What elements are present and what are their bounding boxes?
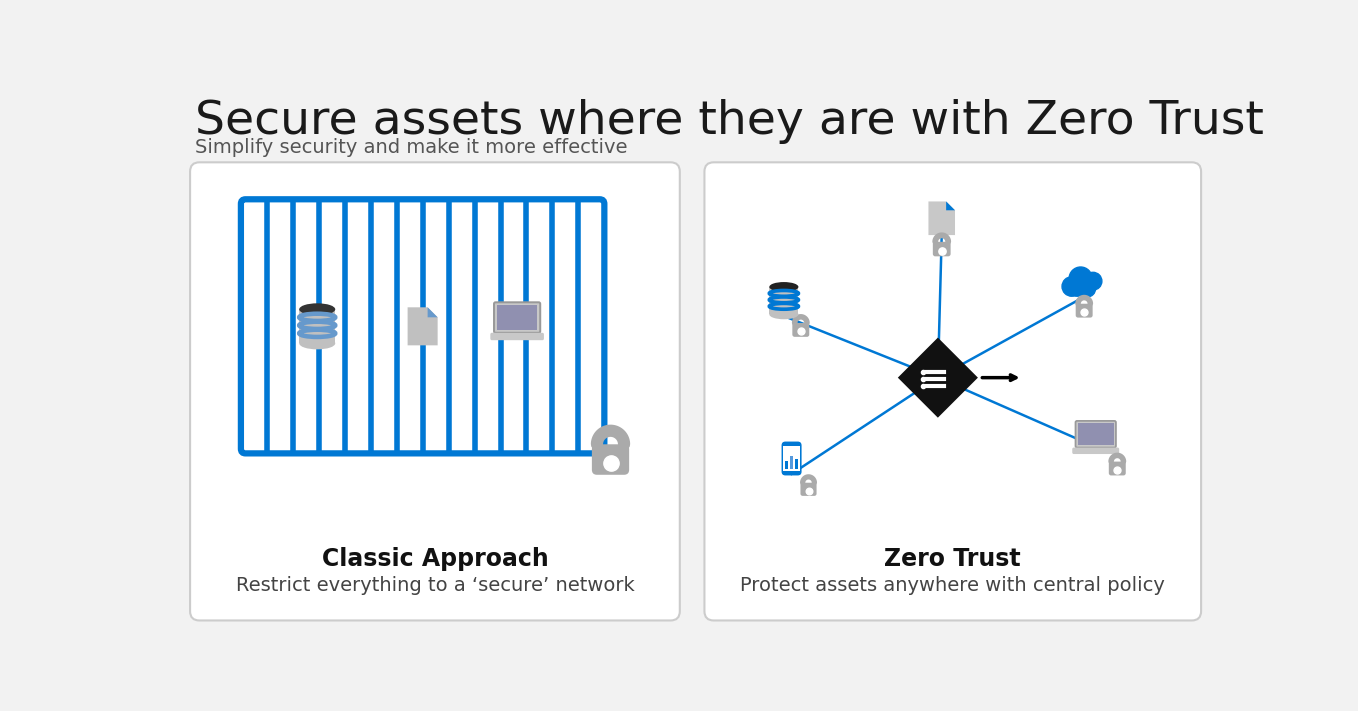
Ellipse shape <box>770 309 799 319</box>
Polygon shape <box>947 201 955 210</box>
Bar <box>784 447 800 471</box>
Text: Simplify security and make it more effective: Simplify security and make it more effec… <box>194 138 627 156</box>
Text: Protect assets anywhere with central policy: Protect assets anywhere with central pol… <box>740 577 1165 595</box>
Circle shape <box>1084 272 1101 290</box>
Ellipse shape <box>299 337 335 349</box>
FancyBboxPatch shape <box>792 323 809 337</box>
Bar <box>497 305 538 330</box>
Bar <box>794 459 797 469</box>
Text: Secure assets where they are with Zero Trust: Secure assets where they are with Zero T… <box>194 99 1263 144</box>
FancyBboxPatch shape <box>800 483 816 496</box>
Circle shape <box>1069 280 1085 296</box>
FancyBboxPatch shape <box>705 162 1200 621</box>
FancyBboxPatch shape <box>1073 447 1119 454</box>
FancyBboxPatch shape <box>240 199 604 454</box>
Text: Classic Approach: Classic Approach <box>322 547 549 571</box>
Text: Restrict everything to a ‘secure’ network: Restrict everything to a ‘secure’ networ… <box>235 577 634 595</box>
Bar <box>770 287 799 314</box>
Circle shape <box>1062 277 1081 296</box>
FancyBboxPatch shape <box>1109 461 1126 476</box>
FancyBboxPatch shape <box>1076 421 1116 447</box>
FancyBboxPatch shape <box>933 242 951 257</box>
Circle shape <box>1078 279 1096 297</box>
FancyBboxPatch shape <box>782 442 801 476</box>
FancyBboxPatch shape <box>494 302 540 333</box>
Ellipse shape <box>299 304 335 315</box>
Bar <box>299 309 335 343</box>
FancyBboxPatch shape <box>190 162 680 621</box>
Polygon shape <box>428 307 437 317</box>
Polygon shape <box>898 338 978 417</box>
Polygon shape <box>929 201 955 235</box>
Ellipse shape <box>770 282 799 292</box>
FancyBboxPatch shape <box>1076 304 1093 318</box>
Bar <box>790 456 793 469</box>
Polygon shape <box>407 307 437 346</box>
Text: Zero Trust: Zero Trust <box>884 547 1021 571</box>
Bar <box>1078 423 1114 445</box>
Circle shape <box>1069 267 1092 290</box>
FancyBboxPatch shape <box>490 333 545 340</box>
Bar <box>785 461 789 469</box>
FancyBboxPatch shape <box>592 444 629 475</box>
